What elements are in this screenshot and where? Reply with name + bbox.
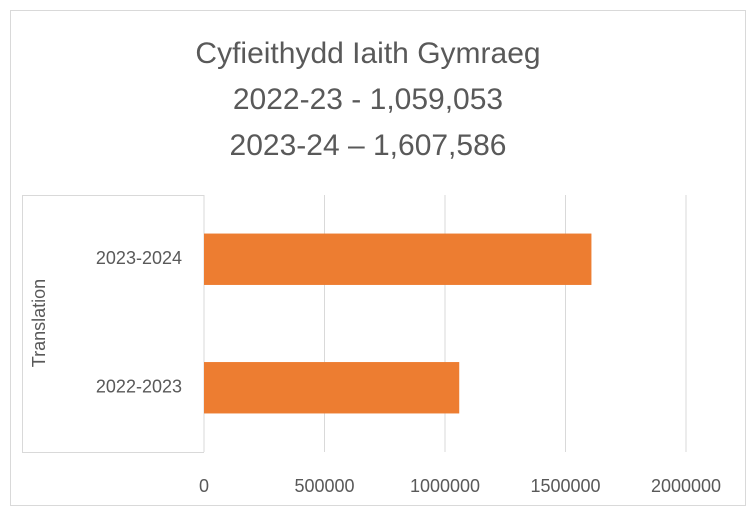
x-tick-label: 500000	[294, 476, 354, 496]
x-tick-label: 0	[199, 476, 209, 496]
chart-title: 2022-23 - 1,059,053	[233, 83, 503, 116]
x-tick-label: 1000000	[410, 476, 480, 496]
bar	[204, 233, 592, 285]
bar	[204, 362, 460, 414]
x-tick-label: 2000000	[651, 476, 721, 496]
y-axis-label: Translation	[29, 279, 49, 367]
chart-title: Cyfieithydd Iaith Gymraeg	[195, 37, 540, 70]
category-group-bracket	[22, 195, 204, 453]
y-tick-label: 2022-2023	[96, 377, 182, 397]
chart-title: 2023-24 – 1,607,586	[230, 129, 507, 162]
y-tick-label: 2023-2024	[96, 248, 182, 268]
x-tick-label: 1500000	[530, 476, 600, 496]
